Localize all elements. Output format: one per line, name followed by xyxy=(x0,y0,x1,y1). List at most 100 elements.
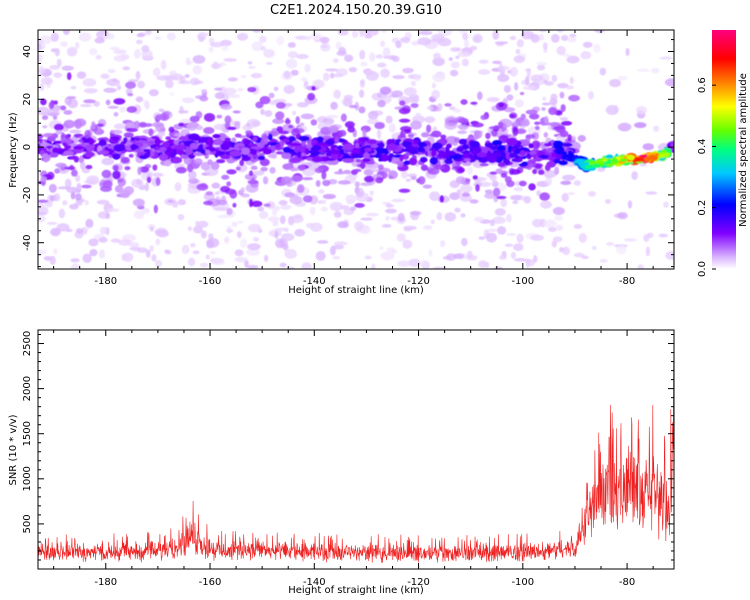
heatmap-cell xyxy=(354,181,360,188)
heatmap-cell xyxy=(538,154,549,159)
heatmap-cell xyxy=(305,222,315,229)
heatmap-cell xyxy=(142,207,150,214)
heatmap-cell xyxy=(395,40,402,49)
heatmap-cell xyxy=(208,147,216,152)
heatmap-cell xyxy=(525,134,536,139)
heatmap-cell xyxy=(333,89,342,99)
heatmap-cell xyxy=(101,157,115,166)
heatmap-cell xyxy=(380,40,386,48)
heatmap-cell xyxy=(342,158,355,163)
heatmap-cell xyxy=(450,69,459,77)
heatmap-cell xyxy=(411,143,419,147)
heatmap-cell xyxy=(226,169,237,175)
heatmap-cell xyxy=(375,177,384,184)
heatmap-cell xyxy=(365,212,379,217)
heatmap-cell xyxy=(168,126,175,133)
heatmap-cell xyxy=(302,195,313,203)
heatmap-cell xyxy=(135,96,144,103)
heatmap-cell xyxy=(627,154,635,161)
heatmap-cell xyxy=(321,170,327,180)
heatmap-cell xyxy=(385,115,393,124)
heatmap-cell xyxy=(74,193,82,201)
heatmap-cell xyxy=(175,166,187,174)
heatmap-cell xyxy=(243,140,250,146)
colorbar-tick-label: 0.6 xyxy=(697,77,708,93)
heatmap-cell xyxy=(355,187,365,198)
heatmap-cell xyxy=(107,208,120,213)
heatmap-cell xyxy=(251,120,261,127)
heatmap-cell xyxy=(337,30,349,36)
heatmap-cell xyxy=(565,85,574,90)
heatmap-cell xyxy=(297,151,302,159)
heatmap-cell xyxy=(532,218,544,228)
heatmap-cell xyxy=(458,138,468,145)
heatmap-cell xyxy=(588,90,594,100)
heatmap-cell xyxy=(424,116,436,124)
heatmap-cell xyxy=(513,55,526,64)
heatmap-cell xyxy=(332,58,339,64)
heatmap-cell xyxy=(198,32,211,37)
heatmap-cell xyxy=(232,110,241,114)
heatmap-cell xyxy=(220,104,232,110)
heatmap-cell xyxy=(251,200,263,208)
heatmap-cell xyxy=(212,138,224,146)
heatmap-cell xyxy=(475,156,483,161)
heatmap-cell xyxy=(378,164,384,171)
heatmap-cell xyxy=(39,203,45,212)
heatmap-cell xyxy=(186,122,198,131)
heatmap-cell xyxy=(112,170,121,180)
heatmap-cell xyxy=(458,124,469,131)
heatmap-cell xyxy=(48,101,55,110)
heatmap-cell xyxy=(463,158,471,162)
heatmap-cell xyxy=(281,138,290,143)
heatmap-cell xyxy=(536,190,541,197)
heatmap-cell xyxy=(234,256,248,263)
heatmap-cell xyxy=(267,216,280,223)
heatmap-cell xyxy=(127,92,134,97)
heatmap-cell xyxy=(107,68,116,74)
heatmap-cell xyxy=(185,140,195,144)
heatmap-cell xyxy=(70,191,76,200)
heatmap-cell xyxy=(599,67,607,76)
heatmap-cell xyxy=(498,255,507,260)
heatmap-cell xyxy=(369,52,376,62)
heatmap-cell xyxy=(53,193,61,202)
heatmap-cell xyxy=(573,180,581,186)
heatmap-cell xyxy=(281,176,292,185)
heatmap-cell xyxy=(132,198,145,207)
heatmap-cell xyxy=(79,104,93,108)
heatmap-cell xyxy=(311,145,322,151)
x-tick-label: -100 xyxy=(511,577,534,588)
heatmap-cell xyxy=(152,164,158,171)
heatmap-cell xyxy=(461,237,468,247)
heatmap-cell xyxy=(578,232,587,243)
heatmap-cell xyxy=(545,137,552,143)
heatmap-cell xyxy=(348,67,358,73)
heatmap-cell xyxy=(353,168,362,173)
heatmap-cell xyxy=(203,112,216,122)
heatmap-cell xyxy=(236,220,244,224)
x-tick-label: -140 xyxy=(303,577,326,588)
heatmap-cell xyxy=(259,96,271,105)
heatmap-cell xyxy=(360,160,366,170)
heatmap-cell xyxy=(152,122,164,128)
heatmap-cell xyxy=(666,143,672,148)
heatmap-cell xyxy=(143,148,148,153)
heatmap-cell xyxy=(220,154,231,160)
heatmap-cell xyxy=(531,140,541,150)
heatmap-cell xyxy=(325,114,339,119)
heatmap-cell xyxy=(112,165,119,171)
heatmap-cell xyxy=(192,54,206,64)
heatmap-cell xyxy=(43,133,54,138)
heatmap-cell xyxy=(566,55,580,64)
heatmap-cell xyxy=(429,191,441,202)
heatmap-cell xyxy=(487,228,499,232)
heatmap-cell xyxy=(205,254,210,260)
heatmap-cell xyxy=(311,86,316,91)
heatmap-cell xyxy=(567,37,577,43)
heatmap-cell xyxy=(200,230,207,239)
heatmap-cell xyxy=(223,236,230,244)
heatmap-cell xyxy=(279,215,286,225)
heatmap-cell xyxy=(240,74,247,79)
heatmap-cell xyxy=(312,79,325,89)
